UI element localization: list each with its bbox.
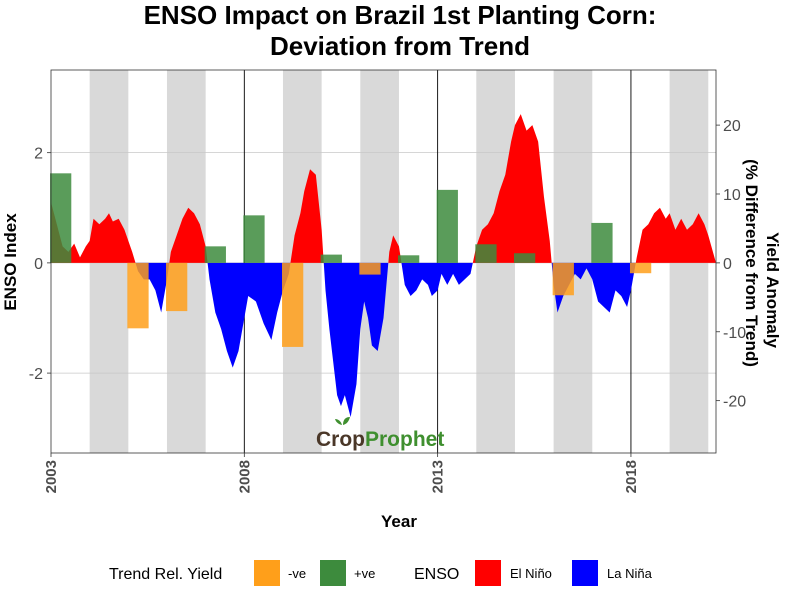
watermark-prophet: Prophet xyxy=(365,428,444,451)
year-band-2016 xyxy=(553,70,593,453)
legend: Trend Rel. Yield -ve +ve ENSO El Niño La… xyxy=(109,560,653,586)
el-nino-area xyxy=(51,114,716,263)
la-nina-area xyxy=(51,262,716,418)
yield-bar-2016 xyxy=(552,262,574,296)
yield-bar-2018 xyxy=(629,262,652,274)
legend-yield-title: Trend Rel. Yield xyxy=(109,566,222,583)
left-axis-title: ENSO Index xyxy=(1,213,20,311)
chart-title: ENSO Impact on Brazil 1st Planting Corn:… xyxy=(144,0,657,61)
right-axis-ticks: -20 -10 0 10 20 xyxy=(716,118,746,411)
right-tick-label: -10 xyxy=(723,325,746,342)
yield-bar-2005 xyxy=(127,262,149,329)
legend-enso-title: ENSO xyxy=(414,566,459,583)
legend-label-el-nino: El Niño xyxy=(510,566,552,581)
yield-bar-2015 xyxy=(513,253,536,263)
x-tick-label: 2008 xyxy=(236,460,253,493)
yield-bar-2012 xyxy=(397,255,420,263)
yield-bar-2013 xyxy=(436,189,458,263)
svg-text:CropProphet: CropProphet xyxy=(316,428,444,451)
yield-bar-2017 xyxy=(591,222,613,263)
legend-label-positive: +ve xyxy=(354,566,375,581)
legend-label-negative: -ve xyxy=(288,566,306,581)
yield-bar-2003 xyxy=(50,173,72,263)
x-tick-label: 2013 xyxy=(430,460,447,493)
yield-bar-2007 xyxy=(204,246,226,263)
left-tick-label: -2 xyxy=(29,366,43,383)
right-tick-label: -20 xyxy=(723,394,746,411)
x-tick-label: 2003 xyxy=(43,460,60,493)
enso-area xyxy=(51,114,716,418)
right-axis-title-line-1: Yield Anomaly xyxy=(763,232,782,348)
yield-bar-2008 xyxy=(243,215,265,263)
yield-bars xyxy=(50,173,652,347)
leaf-icon xyxy=(335,417,350,425)
right-tick-label: 20 xyxy=(723,118,741,135)
legend-key-la-nina xyxy=(572,560,598,586)
yield-bar-2006 xyxy=(166,262,188,312)
legend-label-la-nina: La Niña xyxy=(607,566,653,581)
legend-key-negative xyxy=(254,560,280,586)
yield-bar-2011 xyxy=(359,262,381,275)
panel-border xyxy=(50,69,717,454)
title-line-1: ENSO Impact on Brazil 1st Planting Corn: xyxy=(144,0,657,30)
watermark-crop: Crop xyxy=(316,428,365,451)
right-tick-label: 0 xyxy=(723,256,732,273)
x-axis-title: Year xyxy=(381,512,417,531)
title-line-2: Deviation from Trend xyxy=(270,31,530,61)
x-axis-ticks: 2003 2008 2013 2018 xyxy=(43,453,640,493)
left-tick-label: 2 xyxy=(34,146,43,163)
right-tick-label: 10 xyxy=(723,187,741,204)
yield-bar-2010 xyxy=(320,254,342,263)
left-tick-label: 0 xyxy=(34,256,43,273)
watermark-logo: CropProphet xyxy=(316,417,444,451)
x-tick-label: 2018 xyxy=(623,460,640,493)
legend-key-positive xyxy=(320,560,346,586)
right-axis-title-line-2: (% Difference from Trend) xyxy=(742,159,761,367)
left-axis-ticks: -2 0 2 xyxy=(29,146,51,383)
yield-bar-2014 xyxy=(475,244,497,263)
yield-bar-2009 xyxy=(282,262,304,347)
legend-key-el-nino xyxy=(475,560,501,586)
